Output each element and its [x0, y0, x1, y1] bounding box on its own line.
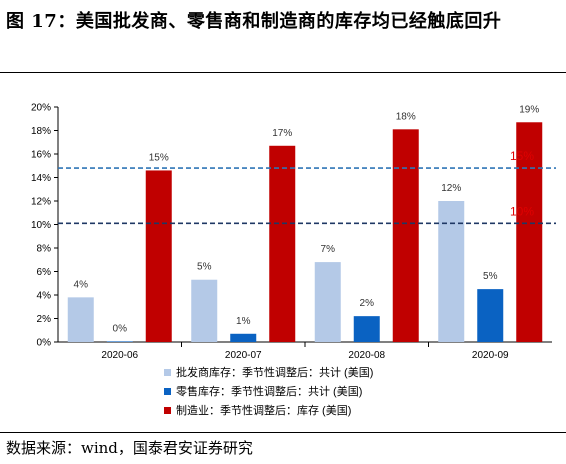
- data-label: 5%: [483, 271, 498, 282]
- y-tick-label: 6%: [37, 267, 52, 278]
- x-tick-label: 2020-06: [101, 350, 138, 361]
- y-tick-label: 4%: [37, 291, 52, 302]
- legend-label: 零售库存：季节性调整后：共计 (美国): [176, 384, 362, 398]
- data-label: 2%: [360, 298, 375, 309]
- data-label: 4%: [74, 279, 89, 290]
- source-note: 数据来源：wind，国泰君安证券研究: [6, 439, 253, 457]
- bar: [392, 129, 419, 342]
- data-label: 19%: [519, 104, 539, 115]
- reference-line-label: 15%: [510, 149, 534, 163]
- y-tick-label: 14%: [31, 173, 51, 184]
- data-label: 17%: [272, 128, 292, 139]
- x-tick-label: 2020-09: [472, 350, 509, 361]
- bar: [145, 170, 172, 342]
- y-tick-label: 8%: [37, 244, 52, 255]
- y-tick-label: 16%: [31, 150, 51, 161]
- x-tick-label: 2020-08: [348, 350, 385, 361]
- data-label: 5%: [197, 262, 212, 273]
- y-tick-label: 20%: [31, 103, 51, 114]
- y-tick-label: 2%: [37, 314, 52, 325]
- legend-label: 批发商库存：季节性调整后：共计 (美国): [176, 365, 373, 379]
- legend-swatch: [164, 369, 171, 376]
- y-tick-label: 0%: [37, 338, 52, 349]
- bar: [353, 316, 380, 342]
- y-tick-label: 12%: [31, 197, 51, 208]
- source-rule: [0, 432, 566, 433]
- legend-swatch: [164, 407, 171, 414]
- bar: [67, 297, 94, 342]
- x-tick-label: 2020-07: [225, 350, 262, 361]
- data-label: 15%: [149, 152, 169, 163]
- data-label: 0%: [113, 323, 128, 334]
- bar: [516, 122, 543, 343]
- data-label: 18%: [396, 111, 416, 122]
- data-label: 12%: [441, 183, 461, 194]
- data-label: 7%: [321, 244, 336, 255]
- bar: [191, 279, 218, 342]
- y-tick-label: 10%: [31, 220, 51, 231]
- figure-title: 图 17：美国批发商、零售商和制造商的库存均已经触底回升: [6, 11, 502, 32]
- legend-swatch: [164, 388, 171, 395]
- bar: [477, 289, 504, 342]
- bar: [269, 145, 296, 342]
- bar: [106, 341, 133, 342]
- bar: [230, 333, 257, 342]
- title-rule: [0, 72, 566, 73]
- reference-line-label: 10%: [510, 204, 534, 218]
- data-label: 1%: [236, 316, 251, 327]
- legend-label: 制造业：季节性调整后：库存 (美国): [176, 403, 351, 417]
- y-tick-label: 18%: [31, 126, 51, 137]
- bar: [314, 262, 341, 342]
- bar: [438, 201, 465, 342]
- chart: 0% 2% 4% 6% 8% 10% 12% 14% 16% 18% 20% 2020-06 2020-…: [31, 103, 556, 417]
